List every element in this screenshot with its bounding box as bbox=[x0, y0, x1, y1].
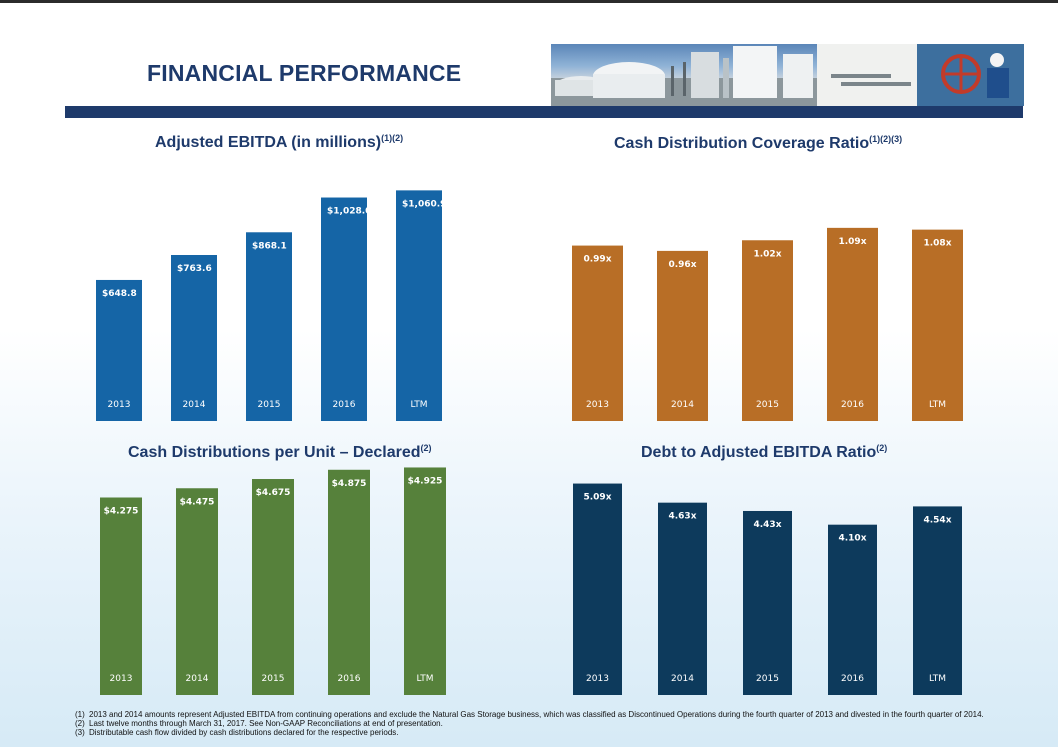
distributions-category-label-2013: 2013 bbox=[110, 674, 133, 684]
distributions-bar-2013 bbox=[100, 497, 142, 695]
ebitda-title-text: Adjusted EBITDA (in millions) bbox=[155, 134, 382, 151]
coverage-bar-ltm bbox=[912, 229, 963, 421]
debt-title-footnote: (2) bbox=[876, 443, 888, 453]
ebitda-title-footnote: (1)(2) bbox=[381, 133, 404, 143]
debt-value-label-2015: 4.43x bbox=[753, 520, 781, 530]
distributions-category-label-ltm: LTM bbox=[416, 674, 433, 684]
distributions-value-label-2015: $4.675 bbox=[256, 488, 291, 498]
distributions-category-label-2014: 2014 bbox=[186, 674, 209, 684]
distributions-bar-2016 bbox=[328, 469, 370, 695]
coverage-title-text: Cash Distribution Coverage Ratio bbox=[614, 135, 870, 152]
coverage-bar-2015 bbox=[742, 240, 793, 421]
ebitda-category-label-2016: 2016 bbox=[333, 400, 356, 410]
footnote-3-text: Distributable cash flow divided by cash … bbox=[89, 728, 399, 737]
ebitda-value-label-ltm: $1,060.9 bbox=[402, 199, 446, 209]
ebitda-bar-2015 bbox=[246, 232, 292, 421]
debt-category-label-2014: 2014 bbox=[671, 674, 694, 684]
coverage-category-label-ltm: LTM bbox=[929, 400, 946, 410]
debt-value-label-2013: 5.09x bbox=[583, 493, 611, 503]
coverage-value-label-2016: 1.09x bbox=[838, 237, 866, 247]
coverage-bar-2014 bbox=[657, 250, 708, 421]
coverage-category-label-2014: 2014 bbox=[671, 400, 694, 410]
distributions-value-label-ltm: $4.925 bbox=[408, 476, 443, 486]
ebitda-bar-ltm bbox=[396, 190, 442, 421]
footnote-3: (3) Distributable cash flow divided by c… bbox=[75, 728, 1005, 737]
ebitda-category-label-2015: 2015 bbox=[258, 400, 281, 410]
footnote-1: (1) 2013 and 2014 amounts represent Adju… bbox=[75, 710, 1005, 719]
debt-category-label-2015: 2015 bbox=[756, 674, 779, 684]
debt-category-label-ltm: LTM bbox=[929, 674, 946, 684]
page-title: FINANCIAL PERFORMANCE bbox=[147, 60, 462, 86]
debt-value-label-2014: 4.63x bbox=[668, 512, 696, 522]
distributions-bar-2015 bbox=[252, 479, 294, 695]
footnote-1-number: (1) bbox=[75, 710, 85, 719]
debt-title-text: Debt to Adjusted EBITDA Ratio bbox=[641, 444, 877, 461]
footnote-1-text: 2013 and 2014 amounts represent Adjusted… bbox=[89, 710, 984, 719]
coverage-title-footnote: (1)(2)(3) bbox=[869, 134, 903, 144]
footnotes: (1) 2013 and 2014 amounts represent Adju… bbox=[75, 710, 1005, 737]
debt-value-label-2016: 4.10x bbox=[838, 534, 866, 544]
debt-chart-title: Debt to Adjusted EBITDA Ratio(2) bbox=[641, 443, 888, 462]
ebitda-bar-2014 bbox=[171, 255, 217, 421]
ebitda-chart-title: Adjusted EBITDA (in millions)(1)(2) bbox=[155, 133, 404, 152]
distributions-value-label-2014: $4.475 bbox=[180, 497, 215, 507]
coverage-bar-2013 bbox=[572, 245, 623, 421]
debt-value-label-ltm: 4.54x bbox=[923, 515, 951, 525]
top-border bbox=[0, 0, 1058, 3]
ebitda-category-label-2013: 2013 bbox=[108, 400, 131, 410]
coverage-value-label-2013: 0.99x bbox=[583, 255, 611, 265]
debt-bar-2016 bbox=[828, 524, 877, 695]
footnote-2-number: (2) bbox=[75, 719, 85, 728]
debt-category-label-2013: 2013 bbox=[586, 674, 609, 684]
debt-bar-2015 bbox=[743, 510, 792, 695]
coverage-value-label-2014: 0.96x bbox=[668, 260, 696, 270]
distributions-bar-2014 bbox=[176, 488, 218, 695]
distributions-title-footnote: (2) bbox=[420, 443, 432, 453]
coverage-value-label-ltm: 1.08x bbox=[923, 239, 951, 249]
banner-photo bbox=[551, 44, 1024, 106]
coverage-bar-2016 bbox=[827, 227, 878, 421]
distributions-bar-ltm bbox=[404, 467, 446, 695]
distributions-value-label-2013: $4.275 bbox=[104, 506, 139, 516]
coverage-chart-title: Cash Distribution Coverage Ratio(1)(2)(3… bbox=[614, 134, 903, 153]
ebitda-bar-2013 bbox=[96, 279, 142, 421]
debt-bar-2014 bbox=[658, 502, 707, 695]
ebitda-value-label-2015: $868.1 bbox=[252, 241, 287, 251]
coverage-category-label-2016: 2016 bbox=[841, 400, 864, 410]
ebitda-value-label-2013: $648.8 bbox=[102, 289, 137, 299]
distributions-chart-title: Cash Distributions per Unit – Declared(2… bbox=[128, 443, 432, 462]
coverage-value-label-2015: 1.02x bbox=[753, 249, 781, 259]
header-bar bbox=[65, 106, 1023, 118]
distributions-value-label-2016: $4.875 bbox=[332, 479, 367, 489]
coverage-category-label-2013: 2013 bbox=[586, 400, 609, 410]
ebitda-category-label-ltm: LTM bbox=[410, 400, 427, 410]
footnote-2-text: Last twelve months through March 31, 201… bbox=[89, 719, 443, 728]
footnote-3-number: (3) bbox=[75, 728, 85, 737]
debt-bar-2013 bbox=[573, 483, 622, 695]
distributions-category-label-2016: 2016 bbox=[338, 674, 361, 684]
debt-bar-ltm bbox=[913, 506, 962, 695]
coverage-category-label-2015: 2015 bbox=[756, 400, 779, 410]
distributions-category-label-2015: 2015 bbox=[262, 674, 285, 684]
ebitda-category-label-2014: 2014 bbox=[183, 400, 206, 410]
ebitda-bar-2016 bbox=[321, 197, 367, 421]
footnote-2: (2) Last twelve months through March 31,… bbox=[75, 719, 1005, 728]
distributions-title-text: Cash Distributions per Unit – Declared bbox=[128, 444, 421, 461]
ebitda-value-label-2016: $1,028.0 bbox=[327, 207, 371, 217]
ebitda-value-label-2014: $763.6 bbox=[177, 264, 212, 274]
debt-category-label-2016: 2016 bbox=[841, 674, 864, 684]
